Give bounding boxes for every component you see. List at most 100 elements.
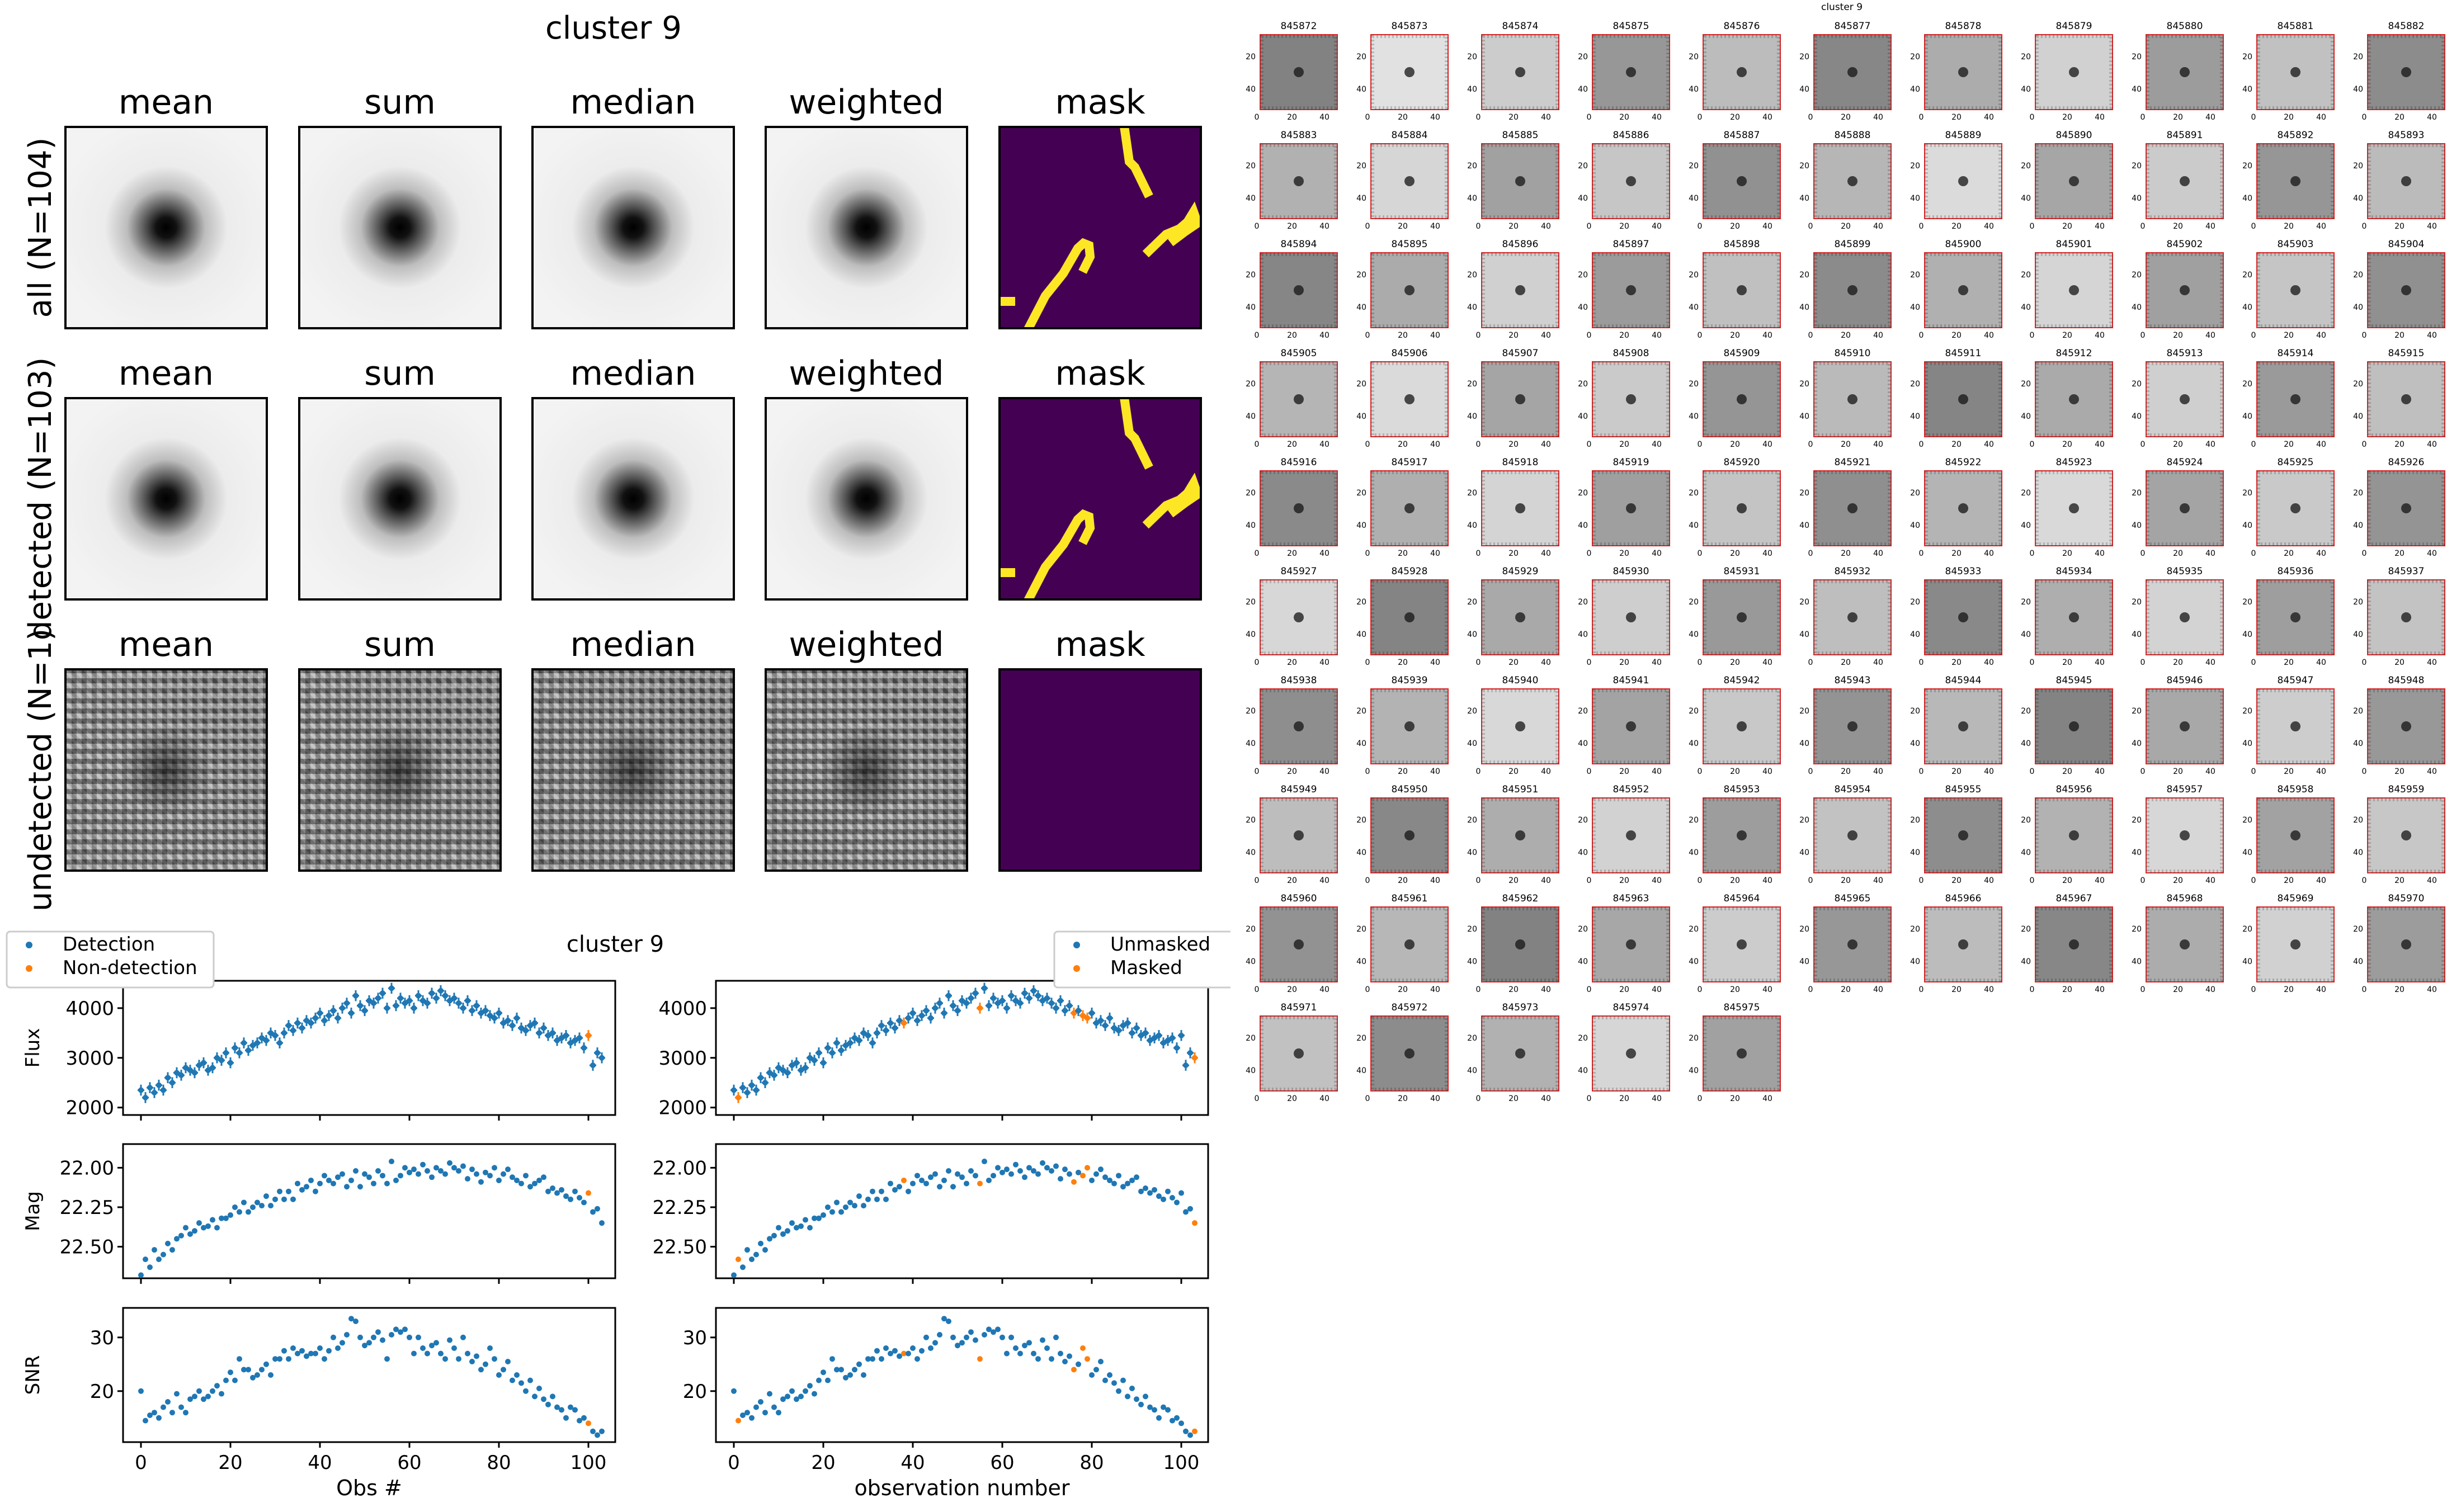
data-point — [223, 1215, 229, 1221]
data-point — [794, 1060, 799, 1066]
mask-streak — [1024, 238, 1095, 327]
thumbnail-source — [1847, 503, 1857, 513]
data-point — [1102, 1174, 1108, 1180]
thumbnail-noise — [1925, 35, 2002, 110]
thumbnail-x-tick: 20 — [1730, 658, 1740, 667]
thumbnail-source — [2401, 721, 2411, 731]
data-point — [1053, 1334, 1059, 1340]
thumbnail-y-tick: 40 — [2132, 412, 2142, 421]
data-point — [955, 1008, 960, 1014]
thumbnail-x-tick: 0 — [1698, 222, 1703, 231]
x-tick-label: 100 — [1163, 1452, 1200, 1474]
data-point — [995, 1000, 1001, 1006]
data-point — [1192, 1428, 1198, 1434]
data-point — [1035, 993, 1041, 999]
thumbnail-id: 845938 — [1281, 675, 1317, 686]
y-tick-label: 2000 — [658, 1097, 707, 1119]
thumbnail-id: 845934 — [2056, 566, 2092, 577]
thumbnail-source — [1515, 939, 1525, 949]
data-point — [776, 1410, 781, 1416]
data-point — [393, 1177, 399, 1183]
thumbnail-x-tick: 20 — [2394, 767, 2405, 776]
thumbnail-source — [1404, 1048, 1415, 1059]
thumbnail-noise — [1592, 471, 1670, 546]
thumbnail-id: 845968 — [2167, 893, 2203, 904]
thumbnail-y-tick: 40 — [2353, 957, 2363, 966]
legend-label: Unmasked — [1110, 933, 1210, 956]
thumbnail-x-tick: 0 — [2251, 222, 2256, 231]
data-point — [272, 1356, 278, 1362]
data-point — [1147, 1037, 1153, 1043]
data-point — [590, 1209, 596, 1215]
thumbnail-x-tick: 0 — [1476, 113, 1481, 122]
thumbnail-x-tick: 20 — [1730, 1094, 1740, 1103]
thumbnail-id: 845955 — [1945, 784, 1982, 795]
data-point — [501, 1020, 506, 1026]
data-point — [510, 1023, 515, 1028]
thumbnail-x-tick: 40 — [1319, 1094, 1329, 1103]
data-point — [371, 1180, 376, 1187]
data-point — [776, 1065, 781, 1071]
thumbnail-noise — [1703, 253, 1780, 328]
data-point — [532, 1393, 538, 1400]
thumbnail-id: 845952 — [1613, 784, 1649, 795]
data-point — [317, 1010, 323, 1016]
data-point — [749, 1082, 755, 1088]
thumbnail-id: 845904 — [2388, 239, 2425, 250]
data-point — [335, 1345, 341, 1351]
thumbnail-x-tick: 20 — [1841, 767, 1851, 776]
thumbnail-y-tick: 20 — [2132, 380, 2142, 389]
data-point — [1170, 1195, 1175, 1201]
thumbnail-x-tick: 40 — [1541, 1094, 1551, 1103]
data-point — [789, 1062, 795, 1069]
data-point — [1125, 1020, 1130, 1026]
thumbnail-source — [1958, 503, 1968, 513]
data-point — [1102, 1023, 1108, 1028]
data-point — [798, 1223, 804, 1229]
thumbnail-noise — [1371, 689, 1448, 764]
thumbnail-noise — [1371, 907, 1448, 982]
data-point — [838, 1209, 844, 1215]
data-point — [1187, 1206, 1193, 1212]
thumbnail-x-tick: 40 — [1652, 222, 1662, 231]
y-tick-label: 20 — [90, 1381, 114, 1403]
data-point — [425, 1350, 430, 1357]
data-point — [241, 1199, 247, 1206]
data-point — [834, 1040, 840, 1046]
thumbnail-title: cluster 9 — [1821, 2, 1863, 13]
data-point — [856, 1037, 862, 1043]
thumbnail-x-tick: 0 — [1476, 658, 1481, 667]
thumbnail-x-tick: 40 — [2316, 876, 2326, 885]
mask-streaks — [1001, 128, 1200, 327]
thumbnail-source — [1737, 285, 1747, 295]
data-point — [1161, 1404, 1166, 1410]
thumbnail-noise — [2146, 907, 2223, 982]
data-point — [906, 1350, 911, 1357]
data-point — [923, 1008, 929, 1014]
thumbnail-noise — [2368, 798, 2445, 873]
data-point — [906, 1188, 911, 1194]
thumbnail-noise — [2146, 471, 2223, 546]
data-point — [187, 1396, 193, 1402]
data-point — [563, 1193, 569, 1199]
data-point — [1147, 1190, 1153, 1196]
data-point — [263, 1193, 269, 1199]
thumbnail-id: 845909 — [1724, 348, 1760, 359]
data-point — [178, 1404, 184, 1410]
data-point — [959, 1174, 965, 1180]
thumbnail-x-tick: 20 — [1841, 985, 1851, 994]
thumbnail-x-tick: 0 — [1587, 440, 1592, 449]
thumbnail-y-tick: 40 — [1910, 521, 1920, 530]
data-point — [277, 1356, 282, 1362]
thumbnail-noise — [2146, 798, 2223, 873]
data-point — [456, 1168, 461, 1174]
thumbnail-y-tick: 20 — [2132, 925, 2142, 934]
thumbnail-source — [1958, 721, 1968, 731]
thumbnail-x-tick: 0 — [2141, 113, 2146, 122]
thumbnail-x-tick: 20 — [2062, 440, 2072, 449]
thumbnail-id: 845944 — [1945, 675, 1982, 686]
data-point — [456, 1000, 461, 1006]
